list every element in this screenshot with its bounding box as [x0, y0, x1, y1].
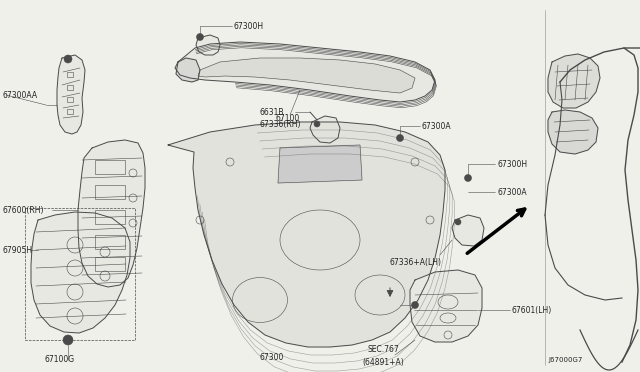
Text: 67100G: 67100G: [44, 356, 74, 365]
Text: 67300A: 67300A: [422, 122, 452, 131]
Bar: [95, 235, 125, 249]
Circle shape: [64, 55, 72, 63]
Polygon shape: [78, 140, 145, 287]
Text: 67300A: 67300A: [498, 187, 527, 196]
Polygon shape: [196, 35, 220, 55]
Polygon shape: [198, 58, 415, 93]
Polygon shape: [57, 55, 85, 134]
Bar: [95, 185, 125, 199]
Polygon shape: [176, 58, 200, 82]
Polygon shape: [31, 212, 130, 333]
Text: 67336(RH): 67336(RH): [260, 119, 301, 128]
Text: 67100: 67100: [276, 113, 300, 122]
Circle shape: [455, 219, 461, 225]
Circle shape: [63, 335, 73, 345]
Text: 67300H: 67300H: [498, 160, 528, 169]
Text: (64891+A): (64891+A): [362, 357, 404, 366]
Bar: [67, 109, 73, 114]
Bar: [95, 210, 125, 224]
Bar: [95, 160, 125, 174]
Polygon shape: [278, 145, 362, 183]
Bar: [67, 72, 73, 77]
Circle shape: [412, 301, 419, 308]
Polygon shape: [310, 116, 340, 143]
Polygon shape: [548, 110, 598, 154]
Circle shape: [397, 135, 403, 141]
Text: 67300: 67300: [260, 353, 284, 362]
Polygon shape: [168, 122, 445, 347]
Bar: [95, 257, 125, 271]
Text: J67000G7: J67000G7: [548, 357, 582, 363]
Circle shape: [314, 121, 320, 127]
Polygon shape: [175, 42, 435, 102]
Polygon shape: [452, 215, 484, 246]
Text: 67336+A(LH): 67336+A(LH): [390, 257, 442, 266]
Text: 67905H: 67905H: [2, 246, 32, 254]
Bar: [67, 97, 73, 102]
Polygon shape: [548, 54, 600, 108]
Text: 67300H: 67300H: [234, 22, 264, 31]
Text: 6631B: 6631B: [260, 108, 285, 116]
Polygon shape: [410, 270, 482, 342]
Text: 67601(LH): 67601(LH): [512, 305, 552, 314]
Text: 67300AA: 67300AA: [2, 90, 37, 99]
Text: SEC.767: SEC.767: [368, 346, 400, 355]
Bar: [67, 85, 73, 90]
Circle shape: [196, 33, 204, 41]
Text: 67600(RH): 67600(RH): [2, 205, 44, 215]
Circle shape: [465, 174, 472, 182]
